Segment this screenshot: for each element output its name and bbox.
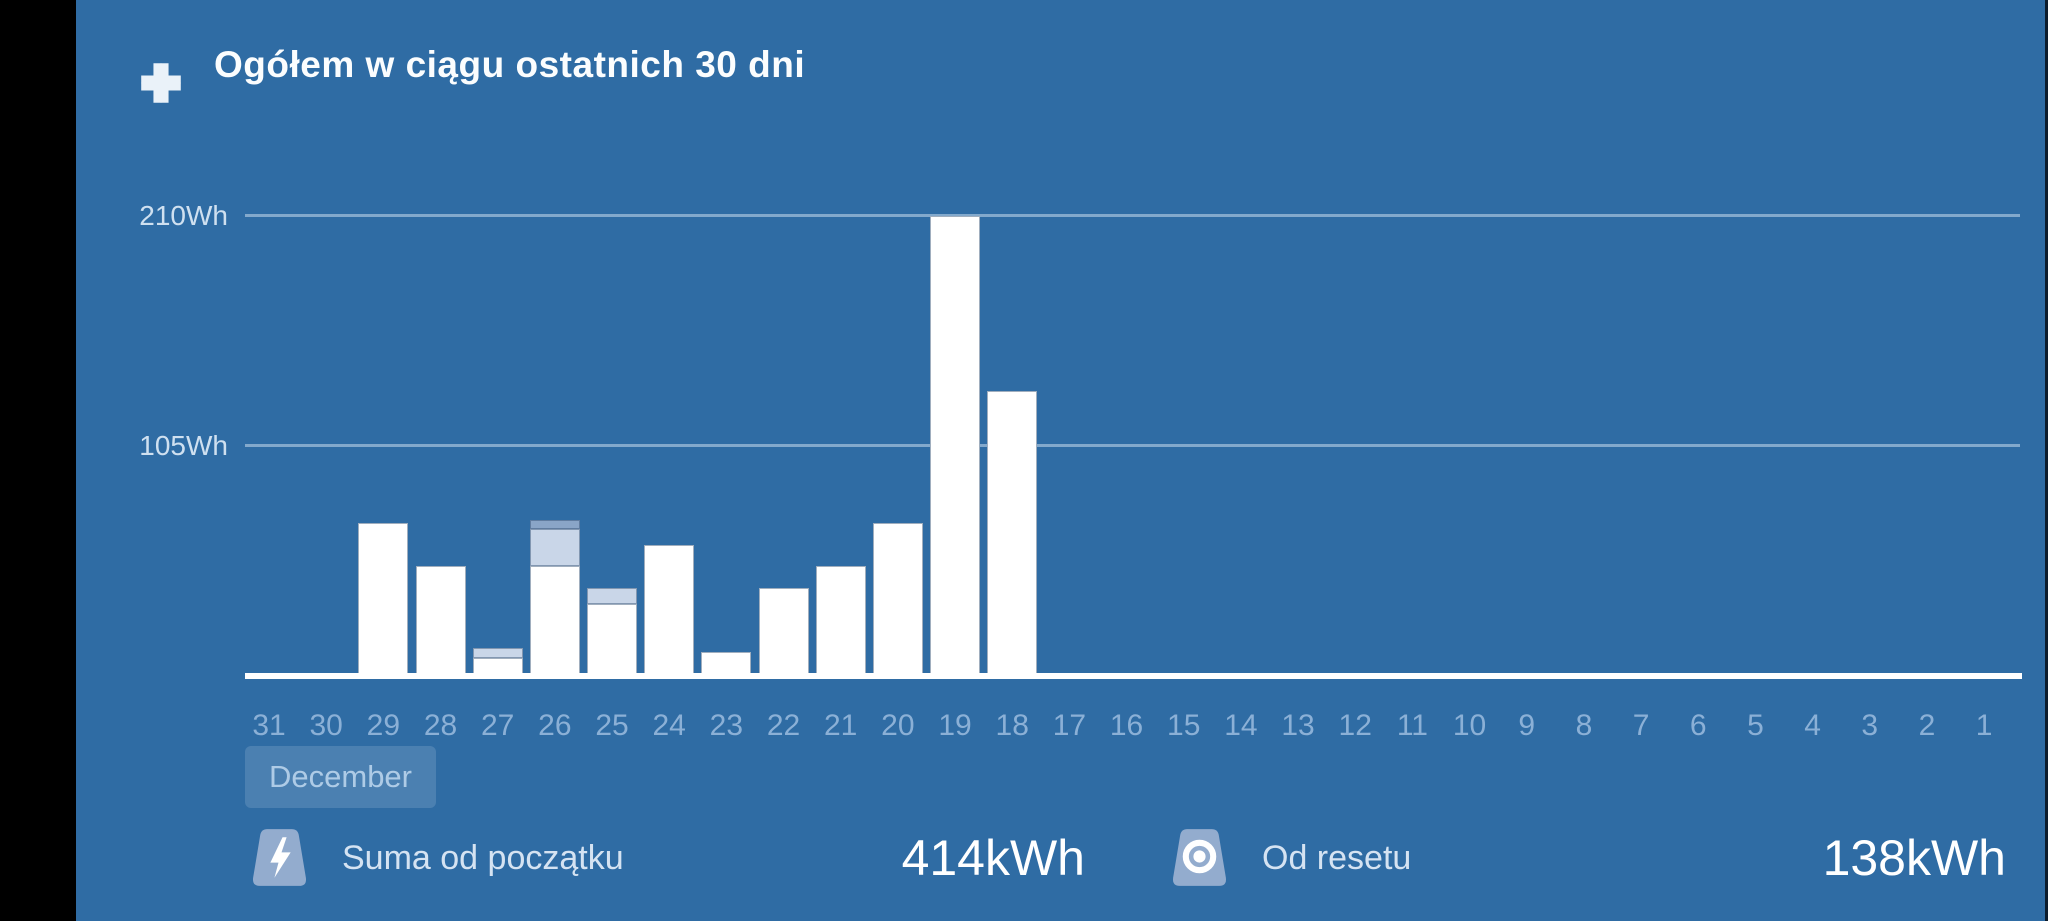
bar-day-26-secondary[interactable] <box>529 529 580 567</box>
page-title: Ogółem w ciągu ostatnich 30 dni <box>214 44 806 85</box>
x-axis-day-13: 13 <box>1281 709 1315 742</box>
total-label: Suma od początku <box>342 839 624 877</box>
right-edge-strip <box>2045 0 2048 921</box>
bar-day-27-secondary[interactable] <box>472 647 523 659</box>
x-axis-day-9: 9 <box>1518 709 1536 742</box>
x-axis-day-10: 10 <box>1452 709 1487 742</box>
x-axis-day-29: 29 <box>366 709 401 742</box>
left-black-bar <box>0 0 76 921</box>
x-axis-day-11: 11 <box>1396 709 1428 742</box>
bar-day-21-main[interactable] <box>815 566 866 676</box>
y-grid-line <box>245 214 2020 218</box>
lightning-icon <box>246 824 313 891</box>
x-axis-day-20: 20 <box>881 709 915 742</box>
bar-day-26-main[interactable] <box>529 566 580 676</box>
y-grid-line <box>245 444 2020 448</box>
bar-day-26-tertiary[interactable] <box>529 520 580 530</box>
bar-day-19-main[interactable] <box>930 215 981 676</box>
x-axis-day-6: 6 <box>1689 709 1707 742</box>
x-axis-day-19: 19 <box>938 709 972 742</box>
x-axis-day-18: 18 <box>995 709 1029 742</box>
total-value: 414kWh <box>901 830 1085 886</box>
x-axis-day-4: 4 <box>1804 709 1821 742</box>
x-axis-day-14: 14 <box>1224 709 1258 742</box>
x-axis-day-24: 24 <box>652 709 686 742</box>
bar-day-29-main[interactable] <box>358 522 409 676</box>
x-axis-day-3: 3 <box>1861 709 1879 742</box>
x-axis-day-5: 5 <box>1747 709 1764 742</box>
x-axis-day-21: 21 <box>824 709 858 742</box>
x-axis-day-8: 8 <box>1575 709 1593 742</box>
x-axis-line <box>245 673 2022 679</box>
bar-day-18-main[interactable] <box>987 391 1038 676</box>
x-axis-day-7: 7 <box>1632 709 1650 742</box>
y-axis-tick-label: 210Wh <box>139 199 228 231</box>
x-axis-day-2: 2 <box>1918 709 1936 742</box>
bar-day-25-main[interactable] <box>587 603 638 676</box>
bar-day-28-main[interactable] <box>415 566 466 676</box>
x-axis-day-16: 16 <box>1109 709 1144 742</box>
x-axis-day-28: 28 <box>423 709 458 742</box>
month-label-chip: December <box>245 746 436 808</box>
bar-day-20-main[interactable] <box>872 522 923 676</box>
bullseye-icon <box>1166 824 1233 891</box>
x-axis-day-1: 1 <box>1975 709 1993 742</box>
y-axis-tick-label: 105Wh <box>139 429 228 461</box>
x-axis-day-23: 23 <box>709 709 744 742</box>
collapse-icon[interactable] <box>136 58 186 108</box>
reset-value: 138kWh <box>1822 830 2006 886</box>
x-axis-day-31: 31 <box>252 709 286 742</box>
x-axis-day-15: 15 <box>1167 709 1201 742</box>
x-axis-day-30: 30 <box>309 709 343 742</box>
reset-label: Od resetu <box>1262 839 1412 877</box>
x-axis-day-12: 12 <box>1338 709 1372 742</box>
x-axis-day-17: 17 <box>1052 709 1087 742</box>
bar-day-22-main[interactable] <box>758 588 809 676</box>
x-axis-day-22: 22 <box>766 709 801 742</box>
x-axis-day-26: 26 <box>538 709 572 742</box>
x-axis-day-27: 27 <box>480 709 515 742</box>
x-axis-day-25: 25 <box>595 709 629 742</box>
bar-day-24-main[interactable] <box>644 544 695 676</box>
bar-day-25-secondary[interactable] <box>587 588 638 604</box>
